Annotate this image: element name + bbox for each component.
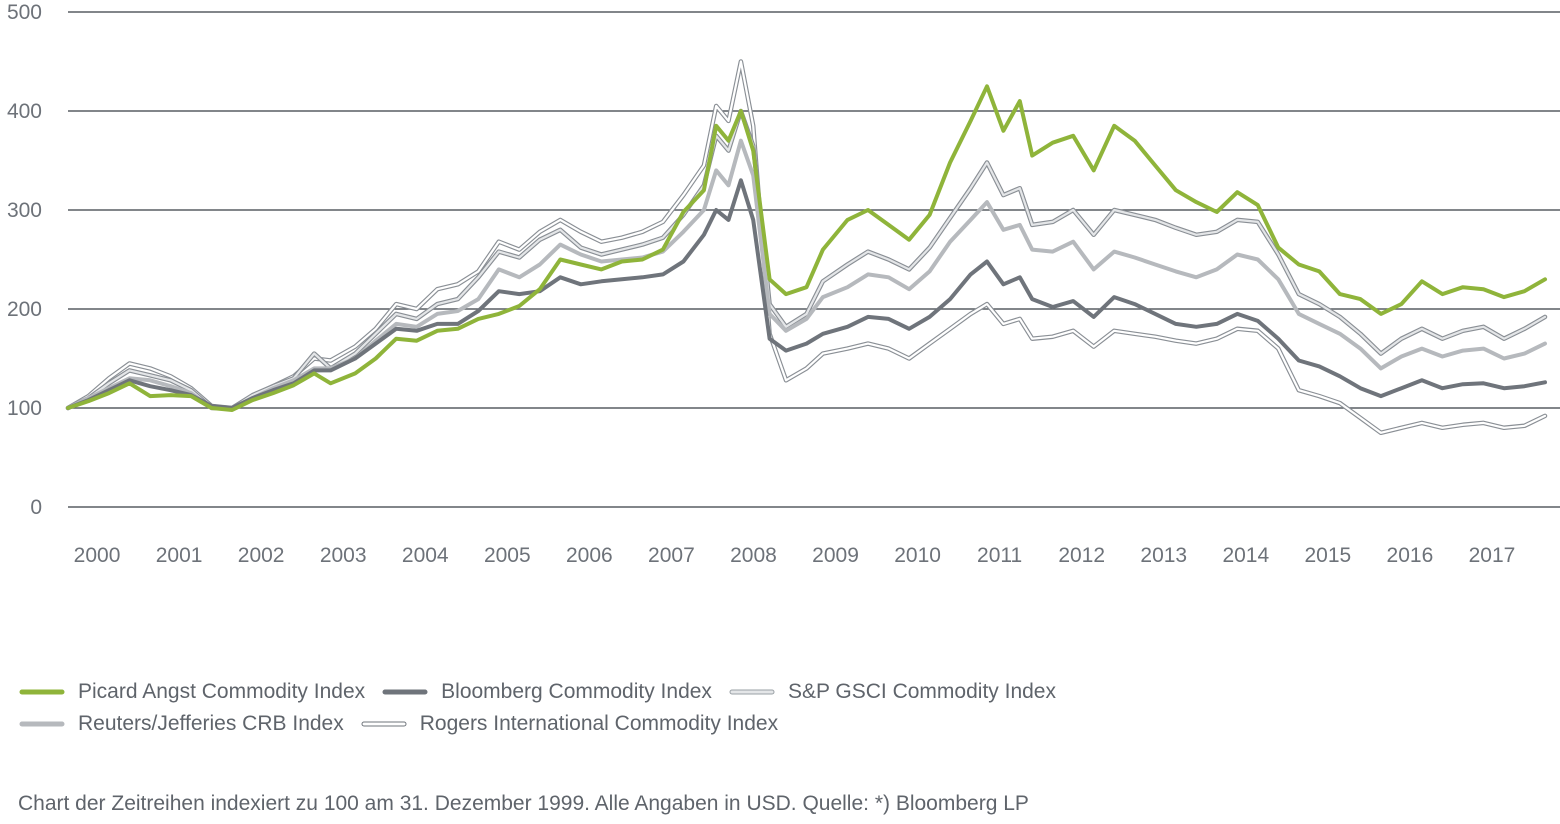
legend-label-bloomberg: Bloomberg Commodity Index: [441, 680, 712, 703]
legend-swatch-spgsci: [728, 685, 776, 699]
legend-label-picard: Picard Angst Commodity Index: [78, 680, 366, 703]
legend-swatch-picard: [18, 685, 66, 699]
source-note: Chart der Zeitreihen indexiert zu 100 am…: [18, 792, 1029, 815]
x-tick-label-2014: 2014: [1222, 544, 1269, 567]
legend-swatch-rogers: [360, 717, 408, 731]
y-axis-ticks: 0 100 200 300 400 500: [7, 1, 42, 519]
series-line-0: [66, 84, 1547, 412]
series-line-1: [66, 178, 1547, 410]
x-tick-label-2008: 2008: [730, 544, 777, 567]
x-tick-label-2013: 2013: [1140, 544, 1187, 567]
legend-row-1: Picard Angst Commodity Index Bloomberg C…: [18, 676, 1538, 708]
series-2: [65, 108, 1548, 411]
x-tick-label-2016: 2016: [1387, 544, 1434, 567]
legend-label-crb: Reuters/Jefferies CRB Index: [78, 712, 344, 735]
x-tick-label-2007: 2007: [648, 544, 695, 567]
legend: Picard Angst Commodity Index Bloomberg C…: [18, 676, 1538, 740]
x-tick-label-2001: 2001: [156, 544, 203, 567]
series-line-2: [66, 109, 1547, 410]
x-tick-label-2003: 2003: [320, 544, 367, 567]
legend-item-spgsci: S&P GSCI Commodity Index: [728, 680, 1056, 704]
legend-swatch-crb: [18, 717, 66, 731]
series-line-4: [66, 60, 1547, 434]
y-tick-label-100: 100: [7, 397, 42, 420]
legend-swatch-bloomberg: [381, 685, 429, 699]
legend-item-picard: Picard Angst Commodity Index: [18, 680, 365, 704]
legend-row-2: Reuters/Jefferies CRB Index Rogers Inter…: [18, 708, 1538, 740]
series-outline-2: [65, 108, 1548, 411]
series-0: [66, 84, 1547, 412]
y-tick-label-500: 500: [7, 1, 42, 24]
legend-label-rogers: Rogers International Commodity Index: [419, 712, 779, 735]
legend-item-crb: Reuters/Jefferies CRB Index: [18, 712, 344, 736]
y-tick-label-300: 300: [7, 199, 42, 222]
x-tick-label-2004: 2004: [402, 544, 449, 567]
legend-label-spgsci: S&P GSCI Commodity Index: [787, 680, 1056, 703]
x-tick-label-2017: 2017: [1469, 544, 1516, 567]
y-tick-label-0: 0: [30, 496, 42, 519]
x-tick-label-2010: 2010: [894, 544, 941, 567]
series-1: [66, 178, 1547, 410]
legend-item-bloomberg: Bloomberg Commodity Index: [381, 680, 712, 704]
x-tick-label-2011: 2011: [977, 544, 1022, 567]
legend-item-rogers: Rogers International Commodity Index: [360, 712, 778, 736]
gridlines: [68, 11, 1560, 508]
x-tick-label-2015: 2015: [1305, 544, 1352, 567]
y-tick-label-400: 400: [7, 100, 42, 123]
series-4: [65, 59, 1548, 436]
x-tick-label-2002: 2002: [238, 544, 285, 567]
x-tick-label-2006: 2006: [566, 544, 613, 567]
x-tick-label-2005: 2005: [484, 544, 531, 567]
x-axis-ticks: 2000 2001 2002 2003 2004 2005 2006 2007 2008 2009…: [74, 544, 1516, 567]
series-lines: [65, 59, 1548, 436]
y-tick-label-200: 200: [7, 298, 42, 321]
x-tick-label-2012: 2012: [1058, 544, 1105, 567]
x-tick-label-2000: 2000: [74, 544, 121, 567]
x-tick-label-2009: 2009: [812, 544, 859, 567]
